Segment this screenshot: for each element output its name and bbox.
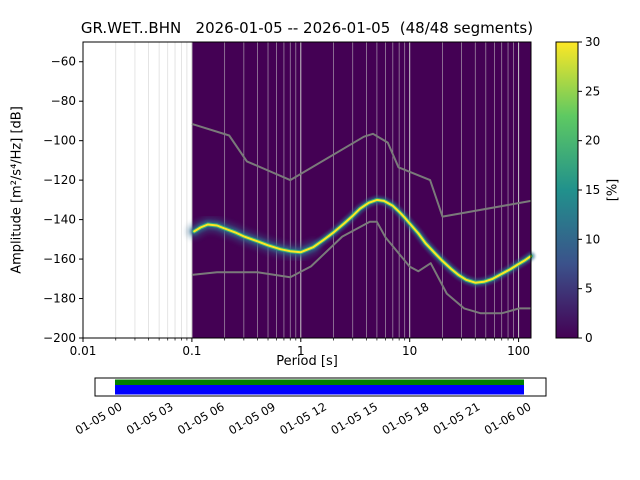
x-tick-label: 1	[297, 344, 305, 358]
nhnm-curve	[191, 122, 532, 218]
ppsd-histogram-region	[191, 42, 531, 338]
y-tick-labels: −200 −180 −160 −140 −120 −100 −80 −60	[43, 55, 76, 345]
time-tick-label: 01-05 06	[175, 399, 227, 437]
time-tick-label: 01-06 00	[482, 399, 534, 437]
x-tick-label: 0.01	[70, 344, 97, 358]
y-tick-label: −200	[43, 331, 76, 345]
colorbar	[555, 41, 579, 339]
y-tick-label: −160	[43, 252, 76, 266]
y-tick-label: −140	[43, 213, 76, 227]
x-tick-label: 10	[402, 344, 417, 358]
y-ticks	[79, 61, 83, 339]
y-tick-label: −80	[51, 94, 76, 108]
nlnm-curve	[191, 220, 531, 315]
time-tick-label: 01-05 00	[73, 399, 125, 437]
colorbar-tick-label: 30	[585, 35, 600, 49]
plot-frame	[82, 41, 532, 339]
colorbar-label: [%]	[605, 178, 621, 202]
time-tick-label: 01-05 03	[124, 399, 176, 437]
colorbar-ticks: 0 5 10 15 20 25 30	[578, 35, 600, 345]
colorbar-tick-label: 25	[585, 84, 600, 98]
x-tick-label: 100	[507, 344, 530, 358]
colorbar-tick-label: 0	[585, 331, 593, 345]
x-tick-labels: 0.01 0.1 1 10 100	[70, 344, 530, 358]
time-tick-label: 01-05 15	[328, 399, 380, 437]
gridlines	[82, 42, 520, 338]
colorbar-tick-label: 10	[585, 232, 600, 246]
psd-mode-line	[193, 198, 532, 284]
y-tick-label: −60	[51, 55, 76, 69]
time-tick-label: 01-05 18	[379, 399, 431, 437]
coverage-timeline: 01-05 00 01-05 03 01-05 06 01-05 09 01-05 12…	[73, 377, 547, 437]
timeline-data-coverage	[115, 385, 524, 395]
y-axis-label: Amplitude [m²/s⁴/Hz] [dB]	[9, 106, 25, 274]
colorbar-tick-label: 20	[585, 134, 600, 148]
y-tick-label: −180	[43, 292, 76, 306]
x-ticks	[82, 338, 520, 342]
timeline-used-segments	[115, 379, 524, 385]
x-axis-label: Period [s]	[276, 354, 338, 369]
time-tick-label: 01-05 12	[277, 399, 329, 437]
time-tick-label: 01-05 21	[431, 399, 483, 437]
colorbar-tick-label: 15	[585, 183, 600, 197]
y-tick-label: −120	[43, 173, 76, 187]
noise-model-curves	[191, 122, 532, 315]
colorbar-tick-label: 5	[585, 282, 593, 296]
psd-distribution-curve	[186, 195, 535, 287]
time-tick-label: 01-05 09	[226, 399, 278, 437]
chart-title: GR.WET..BHN 2026-01-05 -- 2026-01-05 (48…	[80, 19, 534, 37]
x-tick-label: 0.1	[182, 344, 201, 358]
y-tick-label: −100	[43, 134, 76, 148]
